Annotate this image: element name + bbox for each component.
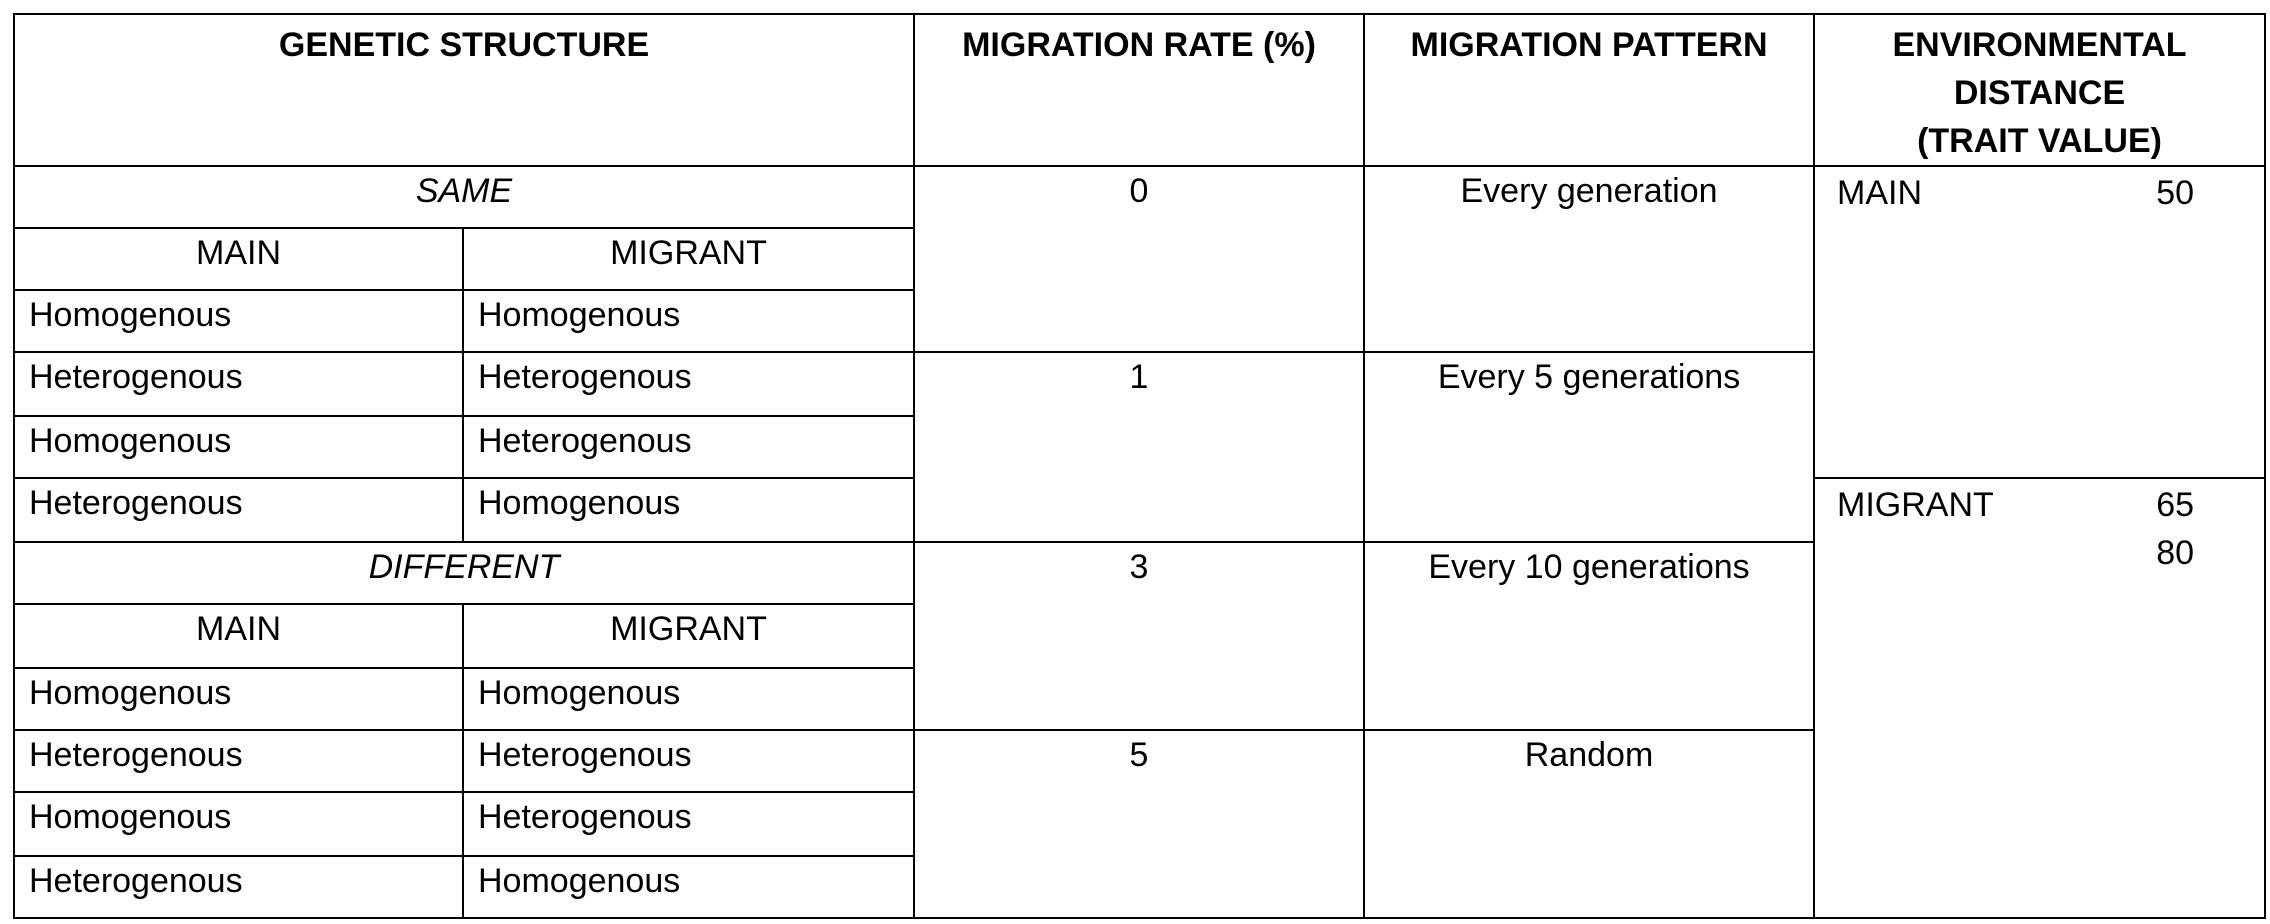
col-migrant-label: MIGRANT <box>461 227 916 291</box>
migrant-structure-cell: Homogenous <box>461 855 916 919</box>
main-structure-cell: Heterogenous <box>13 477 464 543</box>
env-main-value: 50 <box>2156 174 2195 212</box>
group-label-different: DIFFERENT <box>12 541 916 605</box>
header-env-line2: DISTANCE <box>1953 74 2126 112</box>
main-structure-cell: Heterogenous <box>13 351 464 417</box>
env-migrant-values: 65 80 <box>2156 481 2194 577</box>
col-main-label: MAIN <box>13 603 464 669</box>
env-main-cell: MAIN 50 <box>1813 165 2267 479</box>
env-migrant-label: MIGRANT <box>1837 486 1994 524</box>
header-environmental-distance: ENVIRONMENTAL DISTANCE (TRAIT VALUE) <box>1813 13 2267 167</box>
header-row: GENETIC STRUCTURE MIGRATION RATE (%) MIG… <box>12 13 2267 167</box>
env-migrant-cell: MIGRANT 65 80 <box>1813 477 2267 919</box>
table-row: DIFFERENT 3 Every 10 generations <box>12 541 2265 731</box>
migration-design-table: GENETIC STRUCTURE MIGRATION RATE (%) MIG… <box>12 13 2267 919</box>
main-structure-cell: Heterogenous <box>13 855 464 919</box>
main-structure-cell: Homogenous <box>13 791 464 857</box>
table-row: MAIN MIGRANT <box>13 603 2265 669</box>
header-env-line3: (TRAIT VALUE) <box>1917 122 2162 160</box>
main-structure-cell: Heterogenous <box>13 729 464 793</box>
migrant-structure-cell: Heterogenous <box>461 791 916 857</box>
env-migrant-value: 80 <box>2156 534 2195 572</box>
migration-pattern-cell: Every 5 generations <box>1363 351 1816 543</box>
table-row: Homogenous Homogenous <box>13 667 2265 731</box>
migrant-structure-cell: Homogenous <box>461 477 916 543</box>
env-main-values: 50 <box>2156 169 2194 217</box>
table-row: SAME 0 Every generation MAIN 50 <box>12 165 2267 479</box>
migration-rate-cell: 3 <box>913 541 1366 731</box>
header-genetic-structure: GENETIC STRUCTURE <box>12 13 916 167</box>
table-row: Homogenous Homogenous <box>13 289 2265 353</box>
migration-rate-cell: 1 <box>913 351 1366 543</box>
migrant-structure-cell: Heterogenous <box>461 729 916 793</box>
header-migration-rate: MIGRATION RATE (%) <box>913 13 1366 167</box>
header-env-line1: ENVIRONMENTAL <box>1892 26 2187 64</box>
table-row: Heterogenous Heterogenous 1 Every 5 gene… <box>13 351 2265 543</box>
table-row: Homogenous Heterogenous <box>13 415 2265 479</box>
migration-pattern-cell: Every generation <box>1363 165 1816 353</box>
col-migrant-label: MIGRANT <box>461 603 916 669</box>
migration-pattern-cell: Every 10 generations <box>1363 541 1816 731</box>
migrant-structure-cell: Heterogenous <box>461 415 916 479</box>
env-main-label: MAIN <box>1837 174 1923 212</box>
group-label-same: SAME <box>12 165 916 229</box>
main-structure-cell: Homogenous <box>13 667 464 731</box>
table-row: Heterogenous Homogenous MIGRANT 65 80 <box>13 477 2267 919</box>
main-structure-cell: Homogenous <box>13 289 464 353</box>
migrant-structure-cell: Homogenous <box>461 289 916 353</box>
header-migration-pattern: MIGRATION PATTERN <box>1363 13 1816 167</box>
main-structure-cell: Homogenous <box>13 415 464 479</box>
migrant-structure-cell: Heterogenous <box>461 351 916 417</box>
table-row: Heterogenous Heterogenous 5 Random <box>13 729 2265 919</box>
table-row: Heterogenous Homogenous <box>13 855 2265 919</box>
table-row: Homogenous Heterogenous <box>13 791 2265 857</box>
env-migrant-value: 65 <box>2156 486 2195 524</box>
col-main-label: MAIN <box>13 227 464 291</box>
migration-rate-cell: 0 <box>913 165 1366 353</box>
migrant-structure-cell: Homogenous <box>461 667 916 731</box>
migration-pattern-cell: Random <box>1363 729 1816 919</box>
migration-rate-cell: 5 <box>913 729 1366 919</box>
table-row: MAIN MIGRANT <box>13 227 2265 291</box>
